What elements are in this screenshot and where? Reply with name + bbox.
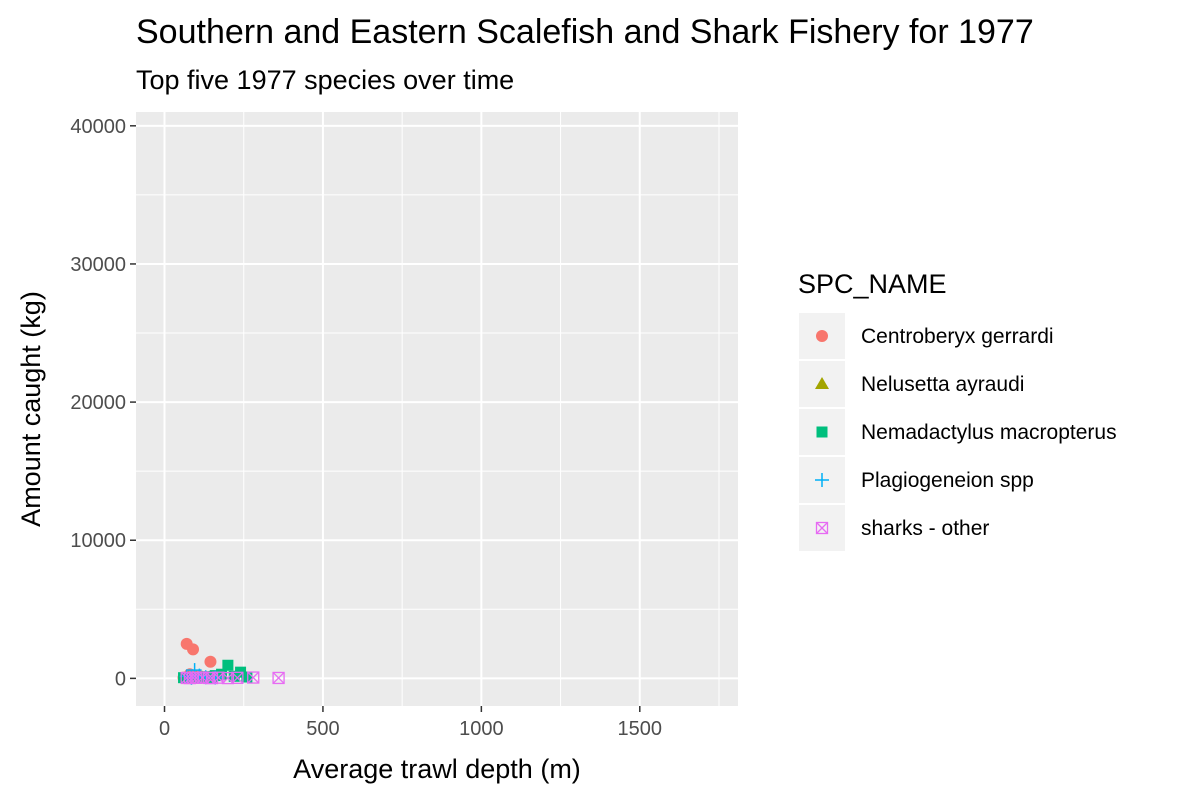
x-tick-label: 500 <box>306 718 339 740</box>
data-point-square <box>222 659 234 671</box>
legend-key-circle <box>816 330 828 342</box>
legend-item: Centroberyx gerrardi <box>799 313 1054 359</box>
data-point-square-cross <box>205 671 219 685</box>
data-point-circle <box>187 643 200 656</box>
legend: Centroberyx gerrardi Nelusetta ayraudi Nem… <box>799 313 1117 551</box>
legend-key-square <box>816 426 828 438</box>
legend-title: SPC_NAME <box>798 269 947 299</box>
data-point-square-cross <box>272 671 285 685</box>
data-point-square <box>178 672 190 684</box>
data-point-square-cross <box>247 671 260 684</box>
legend-label: Plagiogeneion spp <box>861 469 1034 492</box>
legend-item: sharks - other <box>799 505 989 551</box>
legend-key-plus <box>815 473 829 487</box>
y-tick-label: 20000 <box>70 392 126 414</box>
grid-lines <box>136 112 738 706</box>
legend-label: sharks - other <box>861 517 989 540</box>
x-tick-label: 1000 <box>459 718 504 740</box>
plot-panel <box>136 112 738 706</box>
chart-subtitle: Top five 1977 species over time <box>136 65 514 95</box>
legend-label: Nemadactylus macropterus <box>861 421 1117 444</box>
y-tick-label: 0 <box>115 668 126 690</box>
x-axis-title: Average trawl depth (m) <box>293 754 581 784</box>
legend-item: Nemadactylus macropterus <box>799 409 1117 455</box>
x-tick-label: 0 <box>159 718 170 740</box>
y-tick-label: 10000 <box>70 530 126 552</box>
data-point-square <box>228 670 240 682</box>
data-points <box>177 637 285 685</box>
legend-label: Centroberyx gerrardi <box>861 325 1054 348</box>
legend-key-square-cross <box>815 521 829 535</box>
data-point-square-cross <box>186 671 200 684</box>
y-axis-title: Amount caught (kg) <box>16 291 46 527</box>
y-tick-label: 40000 <box>70 116 126 138</box>
x-axis-ticks: 0 500 1000 1500 <box>159 706 662 740</box>
legend-label: Nelusetta ayraudi <box>861 373 1024 396</box>
chart-title: Southern and Eastern Scalefish and Shark… <box>136 13 1034 51</box>
legend-item: Nelusetta ayraudi <box>799 361 1024 407</box>
legend-key-triangle <box>815 377 829 389</box>
x-tick-label: 1500 <box>618 718 663 740</box>
y-axis-ticks: 0 10000 20000 30000 40000 <box>70 116 136 690</box>
data-point-circle <box>204 655 217 668</box>
y-tick-label: 30000 <box>70 254 126 276</box>
legend-item: Plagiogeneion spp <box>799 457 1034 503</box>
data-point-square <box>241 671 253 683</box>
